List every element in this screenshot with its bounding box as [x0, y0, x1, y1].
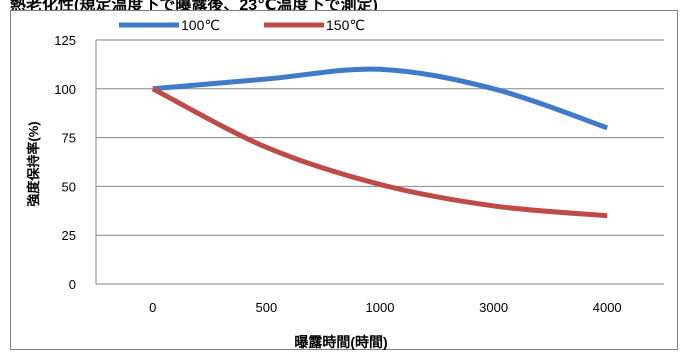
- legend: 100℃ 150℃: [119, 17, 365, 33]
- x-tick-label: 1000: [366, 300, 395, 315]
- x-tick-label: 4000: [593, 300, 622, 315]
- y-tick-label: 0: [69, 277, 76, 292]
- x-tick-label: 500: [256, 300, 278, 315]
- y-tick-label: 50: [62, 179, 76, 194]
- legend-label-2: 150℃: [326, 17, 365, 33]
- axes: [95, 40, 664, 285]
- series-line-1: [152, 66, 609, 131]
- y-tick-label: 100: [54, 82, 76, 97]
- x-tick-label: 0: [149, 300, 156, 315]
- y-axis-label: 強度保持率(%): [26, 121, 41, 206]
- y-tick-label: 125: [54, 33, 76, 48]
- x-tick-label: 3000: [479, 300, 508, 315]
- y-tick-label: 75: [62, 131, 76, 146]
- y-tick-labels: 0 25 50 75 100 125: [54, 33, 76, 292]
- legend-label-1: 100℃: [181, 17, 220, 33]
- y-tick-label: 25: [62, 228, 76, 243]
- x-axis-label: 曝露時間(時間): [294, 334, 387, 350]
- chart-frame: 0 25 50 75 100 125 0 500 1000 3000 4000 100℃ 150℃ …: [10, 10, 678, 350]
- x-tick-labels: 0 500 1000 3000 4000: [149, 300, 621, 315]
- series-lines: [151, 66, 609, 219]
- series-line-2: [151, 86, 608, 219]
